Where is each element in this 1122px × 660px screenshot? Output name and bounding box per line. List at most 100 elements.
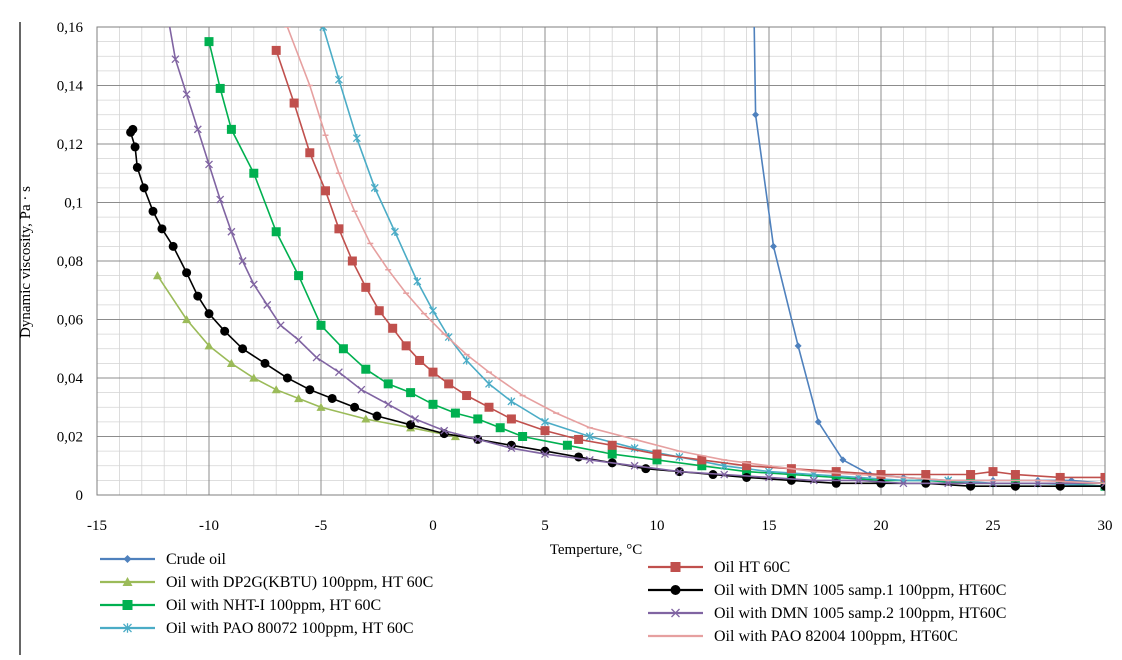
series-6-point <box>126 127 136 137</box>
series-7-point <box>312 353 321 362</box>
series-7-point <box>899 479 908 488</box>
series-7-point <box>334 368 343 377</box>
series-5-point <box>742 461 752 471</box>
series-6-point <box>139 183 149 193</box>
series-2-point <box>182 315 192 324</box>
series-3-point <box>697 461 707 471</box>
y-axis-label: Dynamic viscosity, Pa · s <box>18 186 34 338</box>
series-5-point <box>607 440 617 450</box>
series-4-line <box>322 27 1105 487</box>
series-5-point <box>988 467 998 477</box>
series-5-point <box>271 45 281 55</box>
tick-labels: -15 -10 -5 0 5 10 15 20 25 30 0 0,02 0,04 0,06 0,08 0,1… <box>57 20 1113 534</box>
series-5-point <box>305 148 315 158</box>
series-6-point <box>132 162 142 172</box>
series-5-point <box>506 414 516 424</box>
series-5-point <box>921 470 931 480</box>
series-4-point <box>390 227 399 236</box>
legend-label: Oil with DMN 1005 samp.1 100ppm, HT60C <box>714 582 1006 599</box>
series-3-point <box>562 440 572 450</box>
series-4-point <box>370 183 379 193</box>
series-3-point <box>226 124 236 134</box>
series-6-point <box>238 344 248 354</box>
legend-item: Oil with DMN 1005 samp.1 100ppm, HT60C <box>648 582 1006 599</box>
series-7-point <box>854 476 863 485</box>
y-tick-label: 0,08 <box>57 254 83 270</box>
series-3-point <box>204 37 214 47</box>
series-7-point <box>507 444 516 453</box>
legend-swatch-marker <box>670 562 681 572</box>
series-5-point <box>320 186 330 196</box>
series-8 <box>284 27 1105 485</box>
series-6-point <box>282 373 292 383</box>
series-1-point <box>769 242 777 250</box>
series-7-point <box>1101 479 1105 488</box>
series-5-point <box>374 306 384 316</box>
y-tick-label: 0,12 <box>57 137 83 153</box>
legend-label: Oil HT 60C <box>714 559 790 576</box>
series-3-point <box>450 408 460 418</box>
series-7 <box>168 27 1105 488</box>
series-3-point <box>215 83 225 93</box>
series-6-point <box>168 241 178 251</box>
series-7-point <box>630 461 639 470</box>
series-7-point <box>227 227 236 236</box>
x-tick-label: 5 <box>541 518 549 534</box>
x-axis-label: Temperture, °C <box>550 542 642 558</box>
series-5-point <box>540 426 550 436</box>
legend-swatch-marker <box>122 600 133 610</box>
series-2-point <box>316 402 326 411</box>
series-7-point <box>276 321 285 330</box>
series-3-point <box>473 414 483 424</box>
series-4-point <box>507 397 516 406</box>
series-8-line <box>286 27 1105 485</box>
series-3-point <box>271 227 281 237</box>
series-6-point <box>406 420 416 430</box>
series-5-point <box>652 449 662 459</box>
series-7-point <box>357 385 366 394</box>
series-5-point <box>1010 470 1020 480</box>
series-7-point <box>585 455 594 464</box>
y-tick-label: 0,04 <box>57 371 84 387</box>
x-tick-label: 25 <box>986 518 1001 534</box>
x-tick-label: -5 <box>315 518 328 534</box>
series-5-point <box>334 224 344 234</box>
series-3-point <box>294 271 304 281</box>
series-5-point <box>415 355 425 365</box>
series-4-point <box>765 467 773 476</box>
series-7-point <box>765 473 773 482</box>
plot-area-border <box>96 26 1106 496</box>
legend-label: Oil with NHT-I 100ppm, HT 60C <box>166 597 381 614</box>
series-1-point <box>794 342 802 350</box>
series-2-point <box>294 393 304 403</box>
series-6-point <box>305 385 315 395</box>
legend-item: Oil HT 60C <box>648 559 790 576</box>
series-2-point <box>271 385 281 394</box>
y-tick-label: 0,14 <box>57 79 84 95</box>
series-1-point <box>814 418 822 426</box>
series-4-point <box>541 417 549 427</box>
series-7-point <box>440 426 449 435</box>
series-3-point <box>383 379 393 389</box>
series-2-point <box>152 271 162 280</box>
legend-label: Oil with DP2G(KBTU) 100ppm, HT 60C <box>166 574 433 591</box>
y-tick-label: 0,1 <box>64 196 83 212</box>
x-tick-label: 15 <box>762 518 777 534</box>
series-5-point <box>401 341 411 351</box>
series-6-point <box>327 393 337 403</box>
series-7-point <box>193 125 202 134</box>
series-7-point <box>216 195 225 204</box>
legend-swatch-marker <box>122 577 133 586</box>
y-tick-label: 0,16 <box>57 20 84 36</box>
series-7-point <box>473 435 482 444</box>
series-1-point <box>752 111 760 119</box>
x-tick-label: 20 <box>874 518 889 534</box>
series-7-point <box>205 160 213 169</box>
x-tick-label: -10 <box>199 518 219 534</box>
series-7-point <box>171 55 180 64</box>
series-2-point <box>249 373 259 382</box>
series-7-point <box>411 414 420 423</box>
legend-item: Oil with NHT-I 100ppm, HT 60C <box>100 597 381 614</box>
